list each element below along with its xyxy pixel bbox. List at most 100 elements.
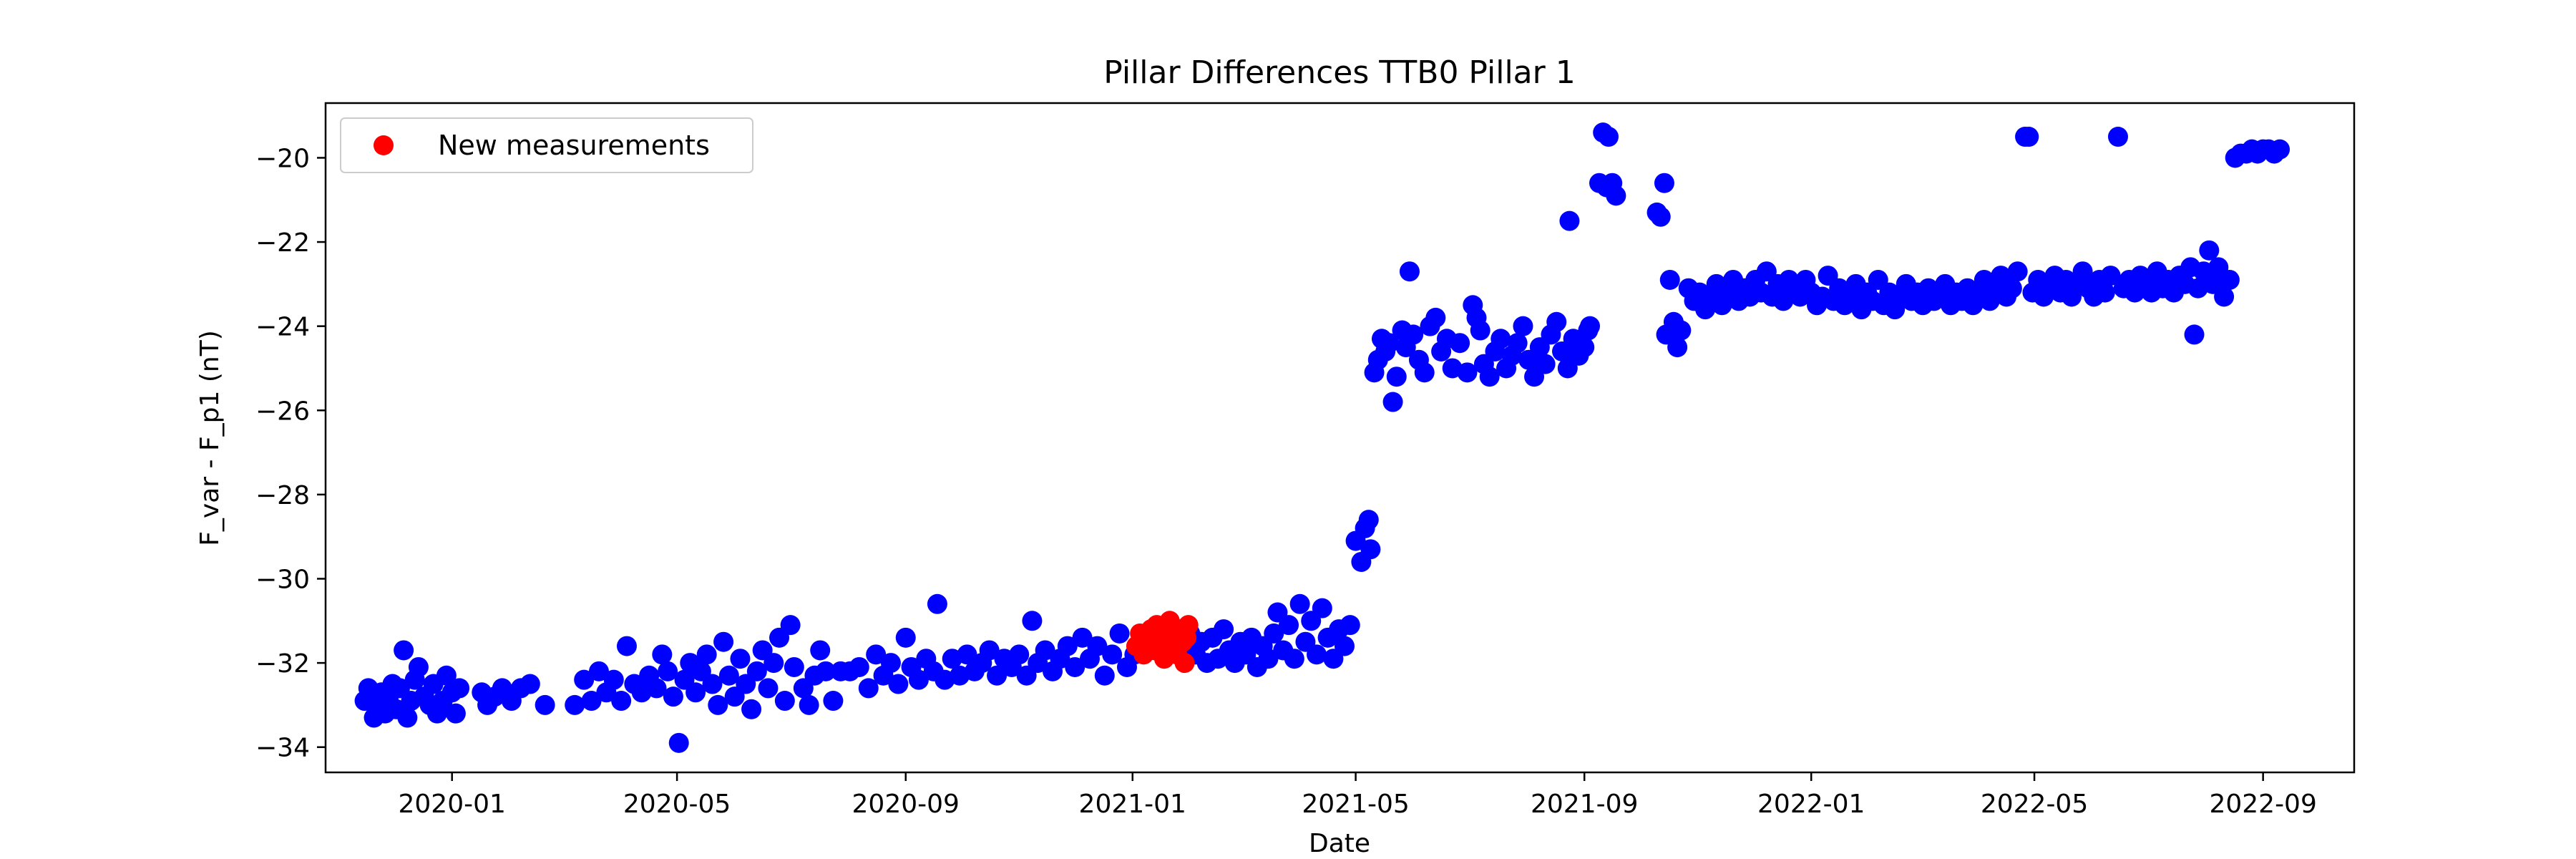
data-point <box>2001 278 2022 299</box>
data-point <box>1606 185 1626 206</box>
data-point <box>535 694 555 715</box>
data-points <box>354 122 2290 753</box>
data-point <box>2199 240 2220 261</box>
data-point <box>1035 640 1055 661</box>
data-point <box>1094 665 1115 686</box>
data-point <box>1289 593 1310 614</box>
data-point <box>1399 261 1420 282</box>
data-point <box>957 644 977 665</box>
x-tick-label: 2021-01 <box>1079 790 1186 819</box>
data-point <box>1507 333 1528 354</box>
data-point <box>1598 127 1619 147</box>
y-tick-label: −28 <box>255 481 310 510</box>
data-point <box>1580 316 1601 336</box>
data-point <box>1279 615 1299 636</box>
data-point <box>849 656 869 677</box>
data-point <box>581 691 602 712</box>
y-tick-label: −26 <box>255 397 310 426</box>
data-point <box>823 691 844 712</box>
data-point <box>1654 173 1674 193</box>
data-point <box>686 682 706 703</box>
data-point <box>436 665 457 686</box>
data-point <box>1470 320 1491 341</box>
data-point <box>2184 324 2205 345</box>
data-point <box>2100 266 2121 286</box>
data-point <box>1334 636 1355 656</box>
data-point <box>1358 510 1379 530</box>
legend-label: New measurements <box>438 130 710 161</box>
new-measurement-point <box>1178 615 1199 636</box>
y-tick-label: −22 <box>255 228 310 258</box>
data-point <box>908 669 929 690</box>
data-point <box>866 644 887 665</box>
data-point <box>927 593 947 614</box>
y-axis-label: F_var - F_p1 (nT) <box>195 330 225 546</box>
data-point <box>1425 307 1446 328</box>
data-point <box>1312 598 1332 618</box>
data-point <box>1656 324 1677 345</box>
data-point <box>445 703 466 724</box>
data-point <box>780 615 801 636</box>
new-measurement-point <box>1174 653 1195 674</box>
legend-marker <box>374 135 394 155</box>
data-point <box>702 674 723 694</box>
plot-area <box>324 102 2356 774</box>
data-point <box>1258 649 1279 669</box>
data-point <box>1057 636 1078 656</box>
x-axis-label: Date <box>1309 829 1370 858</box>
data-point <box>616 636 637 656</box>
data-point <box>2107 127 2128 147</box>
data-point <box>2007 261 2028 282</box>
data-point <box>730 649 751 669</box>
x-tick-label: 2020-01 <box>398 790 505 819</box>
data-point <box>574 669 595 690</box>
data-point <box>1087 636 1108 656</box>
data-point <box>2270 139 2290 160</box>
data-point <box>987 665 1008 686</box>
data-point <box>1546 311 1567 332</box>
data-point <box>713 631 734 652</box>
data-point <box>397 707 418 728</box>
data-point <box>1307 644 1327 665</box>
data-point <box>1403 324 1424 345</box>
data-point <box>1022 611 1043 631</box>
data-point <box>774 691 795 712</box>
data-point <box>2094 282 2115 303</box>
data-point <box>449 678 470 699</box>
x-tick-label: 2022-05 <box>1981 790 2088 819</box>
data-point <box>696 644 717 665</box>
x-tick-label: 2021-09 <box>1531 790 1638 819</box>
y-tick-label: −24 <box>255 313 310 342</box>
data-point <box>763 653 784 674</box>
data-point <box>663 686 683 707</box>
y-tick-label: −34 <box>255 734 310 763</box>
data-point <box>895 627 916 648</box>
data-point <box>816 661 836 681</box>
data-point <box>394 640 414 661</box>
data-point <box>1479 367 1500 387</box>
x-tick-label: 2020-05 <box>623 790 731 819</box>
data-point <box>2219 269 2240 290</box>
data-point <box>652 644 673 665</box>
y-tick-label: −20 <box>255 144 310 173</box>
data-point <box>1535 354 1556 374</box>
x-tick-label: 2022-09 <box>2209 790 2316 819</box>
data-point <box>784 656 804 677</box>
data-point <box>2214 286 2235 307</box>
data-point <box>1574 337 1595 358</box>
data-point <box>1450 333 1470 354</box>
data-point <box>588 661 609 681</box>
data-point <box>1109 623 1130 644</box>
data-point <box>1065 656 1085 677</box>
data-point <box>1650 206 1671 227</box>
data-point <box>888 674 909 694</box>
data-point <box>1284 649 1304 669</box>
data-point <box>1214 619 1234 640</box>
data-point <box>658 661 678 681</box>
data-point <box>603 669 624 690</box>
data-point <box>746 661 767 681</box>
data-point <box>2072 261 2093 282</box>
data-point <box>1360 539 1381 560</box>
data-point <box>1659 269 1680 290</box>
